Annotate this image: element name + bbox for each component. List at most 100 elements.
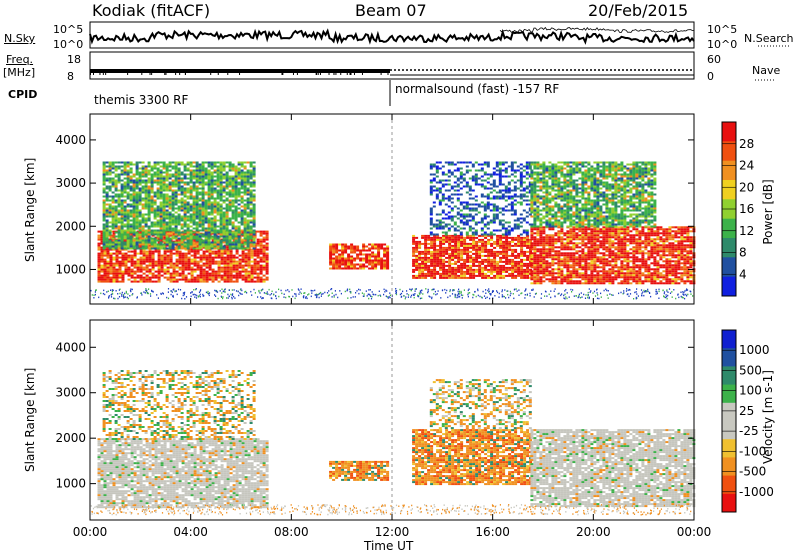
power-cell	[189, 217, 193, 220]
power-cell	[175, 270, 179, 273]
power-cell	[499, 274, 503, 277]
power-cell	[108, 187, 112, 190]
power-cell	[231, 243, 235, 246]
power-cell	[429, 219, 433, 222]
power-cell	[554, 268, 558, 271]
power-cell	[492, 233, 496, 236]
power-cell	[199, 270, 203, 273]
power-cell	[451, 272, 455, 275]
power-cell	[525, 231, 529, 234]
power-cell	[536, 256, 540, 259]
power-cell	[159, 223, 163, 226]
power-cell	[219, 207, 223, 210]
power-cell	[138, 197, 142, 200]
power-cell	[526, 274, 530, 277]
power-cell	[460, 276, 464, 279]
power-cell	[115, 270, 119, 273]
power-cell	[505, 270, 509, 273]
power-cell	[478, 274, 482, 277]
power-cell	[174, 179, 178, 182]
power-cell	[204, 209, 208, 212]
power-cell	[192, 217, 196, 220]
power-cell	[178, 274, 182, 277]
power-cell	[181, 258, 185, 261]
power-cell	[111, 205, 115, 208]
power-cell	[234, 207, 238, 210]
power-cell	[539, 268, 543, 271]
power-cell	[159, 169, 163, 172]
power-cell	[174, 161, 178, 164]
power-cell	[195, 171, 199, 174]
power-cell	[530, 260, 534, 263]
power-cell	[199, 256, 203, 259]
power-cell	[153, 241, 157, 244]
power-cell	[159, 179, 163, 182]
power-cell	[468, 227, 472, 230]
power-cell	[429, 233, 433, 236]
power-cell	[454, 248, 458, 251]
power-cell	[507, 209, 511, 212]
power-cell	[253, 276, 257, 279]
power-cell	[174, 203, 178, 206]
power-cell	[124, 238, 128, 241]
power-cell	[424, 258, 428, 261]
power-cell	[377, 245, 381, 248]
power-cell	[243, 227, 247, 230]
power-cell	[526, 242, 530, 245]
power-cell	[536, 250, 540, 253]
power-cell	[502, 264, 506, 267]
power-cell	[138, 211, 142, 214]
power-cell	[483, 231, 487, 234]
power-cell	[502, 234, 506, 237]
power-cell	[183, 205, 187, 208]
power-cell	[433, 276, 437, 279]
power-cell	[153, 245, 157, 248]
power-cell	[102, 245, 106, 248]
power-cell	[178, 278, 182, 281]
power-cell	[459, 209, 463, 212]
power-cell	[492, 203, 496, 206]
power-cell	[478, 240, 482, 243]
power-cell	[153, 179, 157, 182]
power-cell	[569, 242, 573, 245]
power-cell	[536, 276, 540, 279]
power-cell	[246, 243, 250, 246]
power-cell	[412, 250, 416, 253]
power-cell	[181, 272, 185, 275]
power-cell	[421, 260, 425, 263]
power-cell	[211, 250, 215, 253]
power-cell	[495, 165, 499, 168]
power-cell	[237, 173, 241, 176]
power-cell	[156, 189, 160, 192]
power-cell	[225, 219, 229, 222]
power-cell	[190, 262, 194, 265]
power-cell	[545, 264, 549, 267]
power-cell	[135, 197, 139, 200]
power-cell	[225, 237, 229, 240]
power-cell	[163, 252, 167, 255]
power-cell	[162, 231, 166, 234]
power-cell	[338, 261, 342, 264]
power-cell	[256, 242, 260, 245]
power-cell	[442, 276, 446, 279]
power-cell	[114, 247, 118, 250]
power-cell	[105, 191, 109, 194]
power-cell	[108, 221, 112, 224]
power-cell	[189, 205, 193, 208]
power-cell	[136, 268, 140, 271]
power-cell	[569, 240, 573, 243]
power-cell	[533, 252, 537, 255]
power-cell	[523, 258, 527, 261]
power-cell	[225, 205, 229, 208]
power-cell	[548, 234, 552, 237]
power-cell	[563, 256, 567, 259]
power-cell	[492, 221, 496, 224]
power-cell	[380, 267, 384, 270]
power-cell	[219, 215, 223, 218]
power-cell	[97, 266, 101, 269]
power-cell	[481, 234, 485, 237]
power-cell	[214, 250, 218, 253]
power-cell	[135, 201, 139, 204]
power-cell	[560, 276, 564, 279]
power-cell	[256, 280, 260, 283]
